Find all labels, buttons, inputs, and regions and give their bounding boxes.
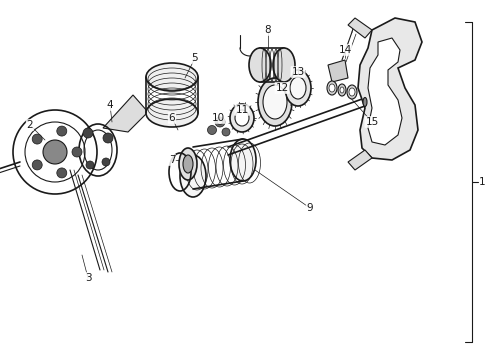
Polygon shape: [348, 18, 372, 38]
Text: 6: 6: [169, 113, 175, 123]
Ellipse shape: [347, 85, 357, 99]
Ellipse shape: [230, 139, 256, 181]
Ellipse shape: [327, 81, 337, 95]
Ellipse shape: [349, 88, 355, 96]
Ellipse shape: [146, 99, 198, 127]
Circle shape: [43, 140, 67, 164]
Ellipse shape: [329, 84, 335, 92]
Ellipse shape: [290, 77, 306, 99]
Ellipse shape: [340, 87, 344, 93]
Polygon shape: [328, 60, 348, 82]
Text: 3: 3: [85, 273, 91, 283]
Circle shape: [222, 128, 230, 136]
Text: 10: 10: [212, 113, 224, 123]
Ellipse shape: [338, 84, 346, 96]
Polygon shape: [368, 38, 402, 145]
Ellipse shape: [285, 70, 311, 106]
Ellipse shape: [363, 98, 367, 107]
Circle shape: [207, 126, 217, 135]
Polygon shape: [348, 150, 372, 170]
Text: 8: 8: [265, 25, 271, 35]
Circle shape: [32, 160, 42, 170]
Text: 12: 12: [275, 83, 289, 93]
Circle shape: [215, 117, 225, 127]
Ellipse shape: [263, 85, 287, 119]
Polygon shape: [103, 95, 148, 132]
Polygon shape: [358, 18, 422, 160]
Text: 7: 7: [169, 155, 175, 165]
Ellipse shape: [235, 110, 249, 126]
Text: 9: 9: [307, 203, 313, 213]
Circle shape: [32, 134, 42, 144]
Text: 11: 11: [235, 105, 248, 115]
Text: 14: 14: [339, 45, 352, 55]
Ellipse shape: [146, 63, 198, 91]
Ellipse shape: [180, 155, 206, 197]
Circle shape: [218, 120, 222, 125]
Ellipse shape: [258, 78, 292, 126]
Ellipse shape: [273, 48, 295, 82]
Ellipse shape: [249, 48, 271, 82]
Circle shape: [86, 161, 94, 169]
Circle shape: [83, 128, 93, 138]
Text: 2: 2: [26, 120, 33, 130]
Circle shape: [72, 147, 82, 157]
Ellipse shape: [179, 148, 197, 180]
Ellipse shape: [230, 104, 254, 132]
Circle shape: [57, 126, 67, 136]
Text: 5: 5: [192, 53, 198, 63]
Text: 4: 4: [107, 100, 113, 110]
Circle shape: [57, 168, 67, 178]
Text: 1: 1: [479, 177, 486, 187]
Circle shape: [102, 158, 110, 166]
Text: 13: 13: [292, 67, 305, 77]
Ellipse shape: [183, 155, 193, 173]
Circle shape: [103, 133, 113, 143]
Text: 15: 15: [366, 117, 379, 127]
